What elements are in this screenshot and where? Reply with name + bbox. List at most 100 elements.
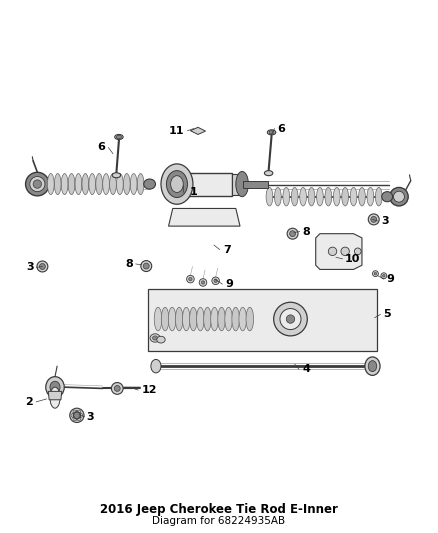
Ellipse shape: [374, 272, 377, 275]
Ellipse shape: [381, 273, 387, 279]
Text: 12: 12: [141, 385, 157, 395]
Ellipse shape: [274, 302, 307, 336]
Ellipse shape: [96, 174, 102, 195]
Text: 3: 3: [26, 262, 34, 272]
Ellipse shape: [117, 135, 121, 139]
Ellipse shape: [232, 308, 240, 331]
Ellipse shape: [110, 174, 117, 195]
Ellipse shape: [157, 336, 165, 343]
Ellipse shape: [143, 263, 149, 269]
Ellipse shape: [70, 408, 84, 423]
Ellipse shape: [286, 315, 295, 324]
Ellipse shape: [117, 174, 123, 195]
Ellipse shape: [50, 387, 60, 408]
Ellipse shape: [367, 188, 374, 206]
Ellipse shape: [168, 308, 176, 331]
Text: 6: 6: [277, 124, 285, 134]
Polygon shape: [191, 127, 205, 134]
Ellipse shape: [368, 214, 379, 225]
Ellipse shape: [390, 188, 408, 206]
Ellipse shape: [204, 308, 211, 331]
Ellipse shape: [25, 172, 49, 196]
Ellipse shape: [89, 174, 95, 195]
Text: 10: 10: [345, 254, 360, 264]
Ellipse shape: [154, 308, 162, 331]
Ellipse shape: [166, 171, 187, 198]
Bar: [243, 181, 268, 188]
Ellipse shape: [365, 357, 380, 375]
Text: 2016 Jeep Cherokee Tie Rod E-Inner: 2016 Jeep Cherokee Tie Rod E-Inner: [100, 503, 338, 515]
Ellipse shape: [225, 308, 233, 331]
Ellipse shape: [114, 385, 120, 391]
Ellipse shape: [102, 174, 110, 195]
Ellipse shape: [183, 308, 190, 331]
Ellipse shape: [359, 188, 365, 206]
Ellipse shape: [68, 174, 75, 195]
Ellipse shape: [54, 174, 61, 195]
Ellipse shape: [189, 277, 192, 281]
Ellipse shape: [354, 248, 361, 255]
Ellipse shape: [39, 263, 46, 270]
Ellipse shape: [280, 309, 301, 329]
Ellipse shape: [382, 192, 392, 201]
Ellipse shape: [161, 308, 169, 331]
Ellipse shape: [112, 173, 120, 178]
Ellipse shape: [342, 188, 349, 206]
Text: 6: 6: [98, 142, 106, 152]
Ellipse shape: [368, 361, 377, 372]
Ellipse shape: [371, 216, 377, 222]
Ellipse shape: [141, 261, 152, 271]
Ellipse shape: [267, 130, 276, 135]
Ellipse shape: [115, 134, 123, 140]
Ellipse shape: [328, 247, 337, 255]
Text: Diagram for 68224935AB: Diagram for 68224935AB: [152, 516, 286, 526]
Ellipse shape: [46, 377, 64, 398]
Ellipse shape: [50, 381, 60, 393]
Ellipse shape: [218, 308, 225, 331]
Ellipse shape: [239, 308, 247, 331]
Ellipse shape: [308, 188, 315, 206]
Ellipse shape: [171, 176, 183, 192]
Ellipse shape: [269, 131, 274, 134]
Ellipse shape: [37, 261, 48, 272]
Ellipse shape: [150, 334, 160, 342]
Ellipse shape: [287, 228, 298, 239]
Bar: [148, 289, 377, 351]
Ellipse shape: [350, 188, 357, 206]
Text: 9: 9: [386, 274, 394, 284]
Ellipse shape: [190, 308, 197, 331]
Bar: [162, 176, 169, 192]
Ellipse shape: [152, 336, 158, 340]
Text: 3: 3: [87, 411, 94, 422]
Ellipse shape: [151, 359, 161, 373]
Ellipse shape: [236, 172, 248, 197]
Ellipse shape: [246, 308, 254, 331]
Text: 8: 8: [125, 259, 133, 269]
Ellipse shape: [187, 276, 194, 283]
Ellipse shape: [275, 188, 281, 206]
Ellipse shape: [300, 188, 307, 206]
Polygon shape: [169, 208, 240, 226]
Ellipse shape: [393, 191, 404, 202]
Text: 11: 11: [169, 126, 184, 136]
Ellipse shape: [197, 308, 204, 331]
Ellipse shape: [201, 281, 205, 284]
Text: 9: 9: [225, 279, 233, 289]
Ellipse shape: [212, 277, 219, 285]
Ellipse shape: [30, 176, 45, 192]
Ellipse shape: [33, 180, 42, 188]
Text: 4: 4: [302, 364, 310, 374]
Ellipse shape: [82, 174, 89, 195]
Text: 3: 3: [381, 216, 389, 226]
Ellipse shape: [382, 274, 385, 277]
Ellipse shape: [73, 411, 81, 419]
Ellipse shape: [137, 174, 144, 195]
Ellipse shape: [372, 271, 378, 277]
Ellipse shape: [161, 164, 193, 204]
Ellipse shape: [333, 188, 340, 206]
Text: 2: 2: [25, 397, 33, 407]
Ellipse shape: [325, 188, 332, 206]
Ellipse shape: [75, 174, 82, 195]
Ellipse shape: [265, 171, 273, 176]
Text: 5: 5: [383, 310, 391, 319]
